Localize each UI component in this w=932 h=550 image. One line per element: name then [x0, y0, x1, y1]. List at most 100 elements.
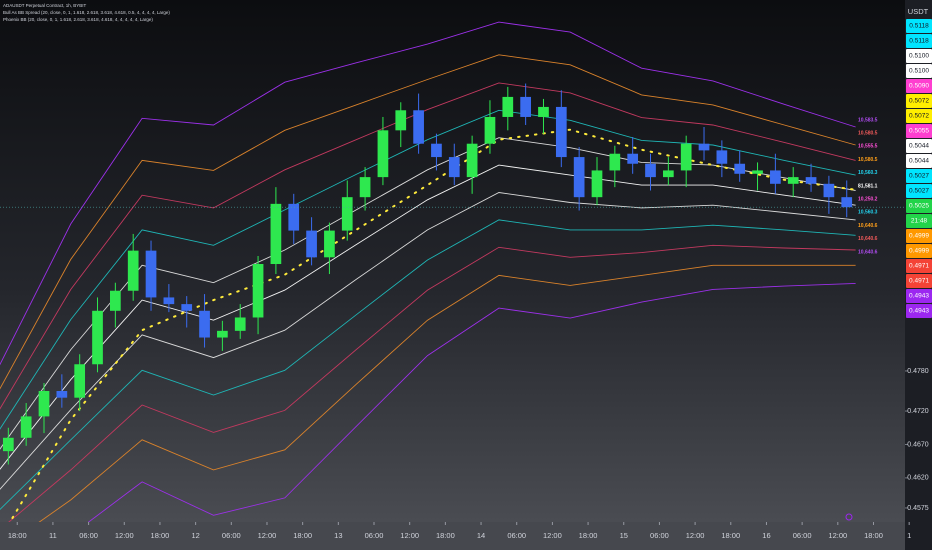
currency-label: USDT [908, 7, 929, 16]
x-tick-label: 06:00 [507, 531, 526, 540]
price-label-box [906, 229, 932, 243]
band-value-label: 10,250.2 [858, 197, 878, 203]
band-line [8, 244, 856, 522]
band-value-label: 10,560.3 [858, 210, 878, 216]
price-label: 0.5027 [909, 188, 929, 195]
price-label-box [906, 199, 932, 213]
y-tick-label: 0.4670 [907, 441, 929, 448]
price-label: 0.4999 [909, 233, 929, 240]
candle-body [466, 143, 478, 178]
candle-body [110, 290, 121, 311]
price-label-box [906, 34, 932, 48]
band-line [38, 264, 856, 522]
x-tick-label: 1 [907, 531, 911, 540]
candle-body [127, 250, 139, 291]
candle-body [520, 96, 531, 117]
price-label-box [906, 94, 932, 108]
header-symbol: ADAUSDT Perpetual Contract, 1h, BYBIT [3, 3, 86, 8]
candle-body [163, 297, 175, 305]
candle-body [377, 130, 389, 178]
candle-body [306, 230, 317, 258]
price-label-box [906, 214, 932, 228]
candle-body [413, 110, 424, 144]
candle-body [288, 203, 300, 231]
x-tick-label: 12:00 [258, 531, 277, 540]
candle-body [181, 304, 193, 311]
price-label: 0.5100 [909, 53, 929, 60]
price-label: 0.5118 [909, 23, 929, 30]
x-tick-label: 18:00 [436, 531, 455, 540]
candle-body [716, 150, 728, 164]
candle-body [841, 197, 853, 208]
candle-body [56, 390, 68, 398]
candle-body [92, 310, 103, 365]
band-line [0, 21, 856, 366]
candle-body [74, 364, 86, 398]
band-line [0, 54, 856, 390]
y-tick-label: 0.4575 [907, 505, 929, 512]
price-label: 0.5027 [909, 173, 929, 180]
y-tick-label: 0.4780 [907, 368, 929, 375]
price-label: 0.5090 [909, 83, 929, 90]
band-value-label: 10,640.6 [858, 249, 878, 255]
band-line [87, 282, 856, 522]
price-label: 0.4971 [909, 263, 929, 270]
header-indicator: Bull As BB Spread (20, close, 0, 1, 1.61… [3, 10, 170, 15]
time-axis-background [0, 522, 905, 550]
candle-body [573, 157, 585, 198]
candle-body [199, 310, 210, 338]
x-tick-label: 12 [191, 531, 199, 540]
x-tick-label: 12:00 [400, 531, 419, 540]
candle-body [395, 110, 407, 131]
x-tick-label: 15 [620, 531, 628, 540]
band-line [0, 219, 856, 511]
price-label: 0.5072 [909, 113, 929, 120]
band-value-label: 81,581.1 [858, 183, 878, 189]
price-label-box [906, 304, 932, 318]
price-label-box [906, 169, 932, 183]
x-tick-label: 18:00 [864, 531, 883, 540]
x-tick-label: 12:00 [115, 531, 134, 540]
x-tick-label: 06:00 [793, 531, 812, 540]
price-label-box [906, 289, 932, 303]
price-label-box [906, 259, 932, 273]
price-label-box [906, 184, 932, 198]
x-tick-label: 14 [477, 531, 485, 540]
header-indicator: Phoenix BB (20, close, 0, 1, 1.618, 2.61… [3, 17, 153, 22]
band-value-label: 10,640.6 [858, 223, 878, 229]
x-tick-label: 06:00 [650, 531, 669, 540]
price-label: 0.5055 [909, 128, 929, 135]
price-label-box [906, 139, 932, 153]
candle-body [20, 416, 32, 438]
candle-body [270, 203, 282, 265]
band-line [0, 82, 856, 410]
candle-body [609, 153, 621, 171]
candle-body [2, 437, 14, 452]
candle-body [502, 96, 514, 117]
candle-body [805, 177, 817, 184]
price-label-box [906, 154, 932, 168]
x-tick-label: 16 [762, 531, 770, 540]
x-tick-label: 18:00 [8, 531, 27, 540]
x-tick-label: 18:00 [151, 531, 170, 540]
y-tick-label: 0.4720 [907, 408, 929, 415]
candle-body [680, 143, 692, 171]
dotted-average [8, 128, 857, 522]
band-value-label: 10,560.3 [858, 170, 878, 176]
band-line [0, 109, 856, 430]
price-label-box [906, 64, 932, 78]
price-label: 0.4943 [909, 293, 929, 300]
x-tick-label: 12:00 [686, 531, 705, 540]
price-label: 0.4999 [909, 248, 929, 255]
price-label: 0.5100 [909, 68, 929, 75]
candle-body [787, 177, 799, 184]
band-value-label: 10,580.5 [858, 131, 878, 137]
candle-body [770, 170, 781, 184]
price-label-box [906, 19, 932, 33]
candle-body [698, 143, 710, 151]
price-label: 0.5118 [909, 38, 929, 45]
candle-body [662, 170, 674, 178]
price-label: 0.5044 [909, 143, 929, 150]
price-label: 0.5025 [909, 203, 929, 210]
